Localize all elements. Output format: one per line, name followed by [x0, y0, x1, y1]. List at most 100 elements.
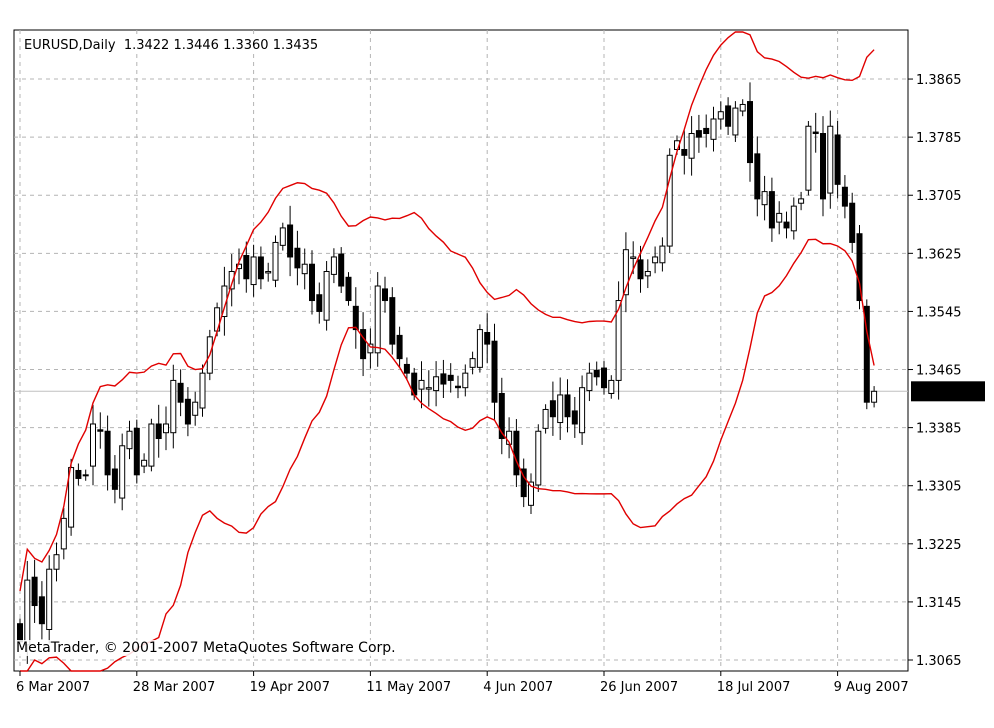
candle-body — [564, 394, 571, 418]
candle-body — [177, 382, 184, 403]
candle-body — [732, 107, 739, 136]
y-tick-label: 1.3625 — [916, 247, 962, 262]
candle-body — [754, 153, 761, 200]
candle-body — [228, 270, 235, 290]
x-tick-label: 28 Mar 2007 — [133, 680, 215, 695]
candle-body — [352, 305, 359, 331]
candle-body — [126, 430, 133, 450]
candle-body — [695, 130, 702, 138]
candle-body — [68, 467, 75, 528]
candle-body — [382, 288, 388, 302]
candle-body — [688, 133, 695, 159]
candle-body — [630, 256, 637, 259]
candle-body — [192, 401, 199, 416]
current-price-label: 1.3435 — [916, 385, 962, 400]
candle-body — [601, 367, 607, 389]
candle-body — [805, 125, 812, 191]
candle-body — [265, 270, 272, 274]
candle-body — [462, 372, 469, 389]
candle-body — [309, 263, 315, 302]
candle-body — [652, 256, 659, 264]
symbol-label: EURUSD,Daily — [24, 38, 116, 53]
candle-body — [425, 387, 432, 390]
candle-body — [455, 385, 461, 389]
candle-body — [666, 154, 673, 247]
x-tick-label: 9 Aug 2007 — [834, 680, 909, 695]
candle-body — [790, 205, 797, 232]
y-tick-label: 1.3545 — [916, 305, 962, 320]
y-tick-label: 1.3305 — [916, 480, 962, 495]
x-tick-label: 11 May 2007 — [366, 680, 451, 695]
candle-body — [46, 568, 53, 631]
candle-body — [834, 134, 841, 185]
candle-body — [710, 118, 717, 140]
candle-body — [316, 294, 323, 312]
candle-body — [856, 233, 863, 302]
candle-body — [739, 103, 746, 112]
candle-body — [622, 249, 629, 296]
candle-body — [360, 329, 367, 360]
candle-body — [301, 263, 308, 275]
candle-body — [447, 374, 454, 381]
candle-body — [433, 376, 440, 392]
candle-body — [768, 191, 775, 229]
ohlc-values: 1.3422 1.3446 1.3360 1.3435 — [123, 38, 319, 53]
candle-body — [644, 270, 651, 277]
candle-body — [717, 111, 724, 120]
candle-body — [593, 369, 600, 378]
candle-body — [820, 133, 826, 200]
candle-body — [141, 459, 148, 467]
candle-body — [863, 305, 870, 403]
candle-body — [257, 256, 264, 280]
candle-body — [243, 255, 250, 280]
candle-body — [330, 256, 337, 275]
candle-body — [184, 398, 191, 425]
chart-plot-frame — [13, 29, 909, 672]
candle-body — [506, 430, 513, 445]
candle-body — [396, 334, 403, 360]
candle-body — [841, 186, 848, 207]
candles — [17, 82, 878, 664]
candle-body — [250, 256, 257, 286]
candle-body — [513, 430, 520, 476]
candle-body — [90, 423, 96, 467]
x-tick-label: 6 Mar 2007 — [16, 680, 90, 695]
candle-body — [849, 202, 856, 243]
bollinger-lower-band — [20, 238, 875, 672]
bollinger-upper-band — [19, 31, 875, 592]
candle-body — [199, 372, 206, 409]
y-tick-label: 1.3865 — [916, 73, 962, 88]
candle-body — [236, 263, 242, 270]
candle-body — [579, 387, 586, 434]
candle-body — [82, 474, 89, 477]
candle-body — [747, 101, 753, 164]
candle-body — [528, 481, 534, 506]
candle-body — [637, 259, 644, 280]
candle-body — [24, 579, 31, 646]
y-tick-label: 1.3385 — [916, 422, 962, 437]
candle-body — [60, 517, 67, 550]
candle-body — [776, 212, 783, 223]
x-tick-label: 19 Apr 2007 — [250, 680, 330, 695]
candle-body — [520, 468, 527, 498]
candle-body — [279, 227, 286, 246]
candle-body — [703, 127, 710, 135]
candle-body — [163, 423, 169, 434]
candle-body — [287, 224, 294, 258]
candle-body — [97, 429, 104, 432]
date-axis: 6 Mar 2007 28 Mar 2007 19 Apr 2007 11 May 2… — [16, 671, 909, 695]
candle-body — [338, 253, 345, 287]
chart-header: EURUSD,Daily 1.3422 1.3446 1.3360 1.3435 — [22, 38, 321, 53]
y-tick-label: 1.3225 — [916, 538, 962, 553]
candle-body — [374, 285, 381, 354]
y-tick-label: 1.3785 — [916, 131, 962, 146]
candle-body — [498, 392, 505, 440]
candle-body — [31, 576, 38, 607]
candle-body — [104, 430, 111, 476]
candle-body — [557, 394, 564, 424]
x-tick-label: 26 Jun 2007 — [600, 680, 678, 695]
candle-body — [491, 340, 498, 403]
candle-body — [469, 358, 476, 368]
candle-body — [155, 423, 162, 440]
